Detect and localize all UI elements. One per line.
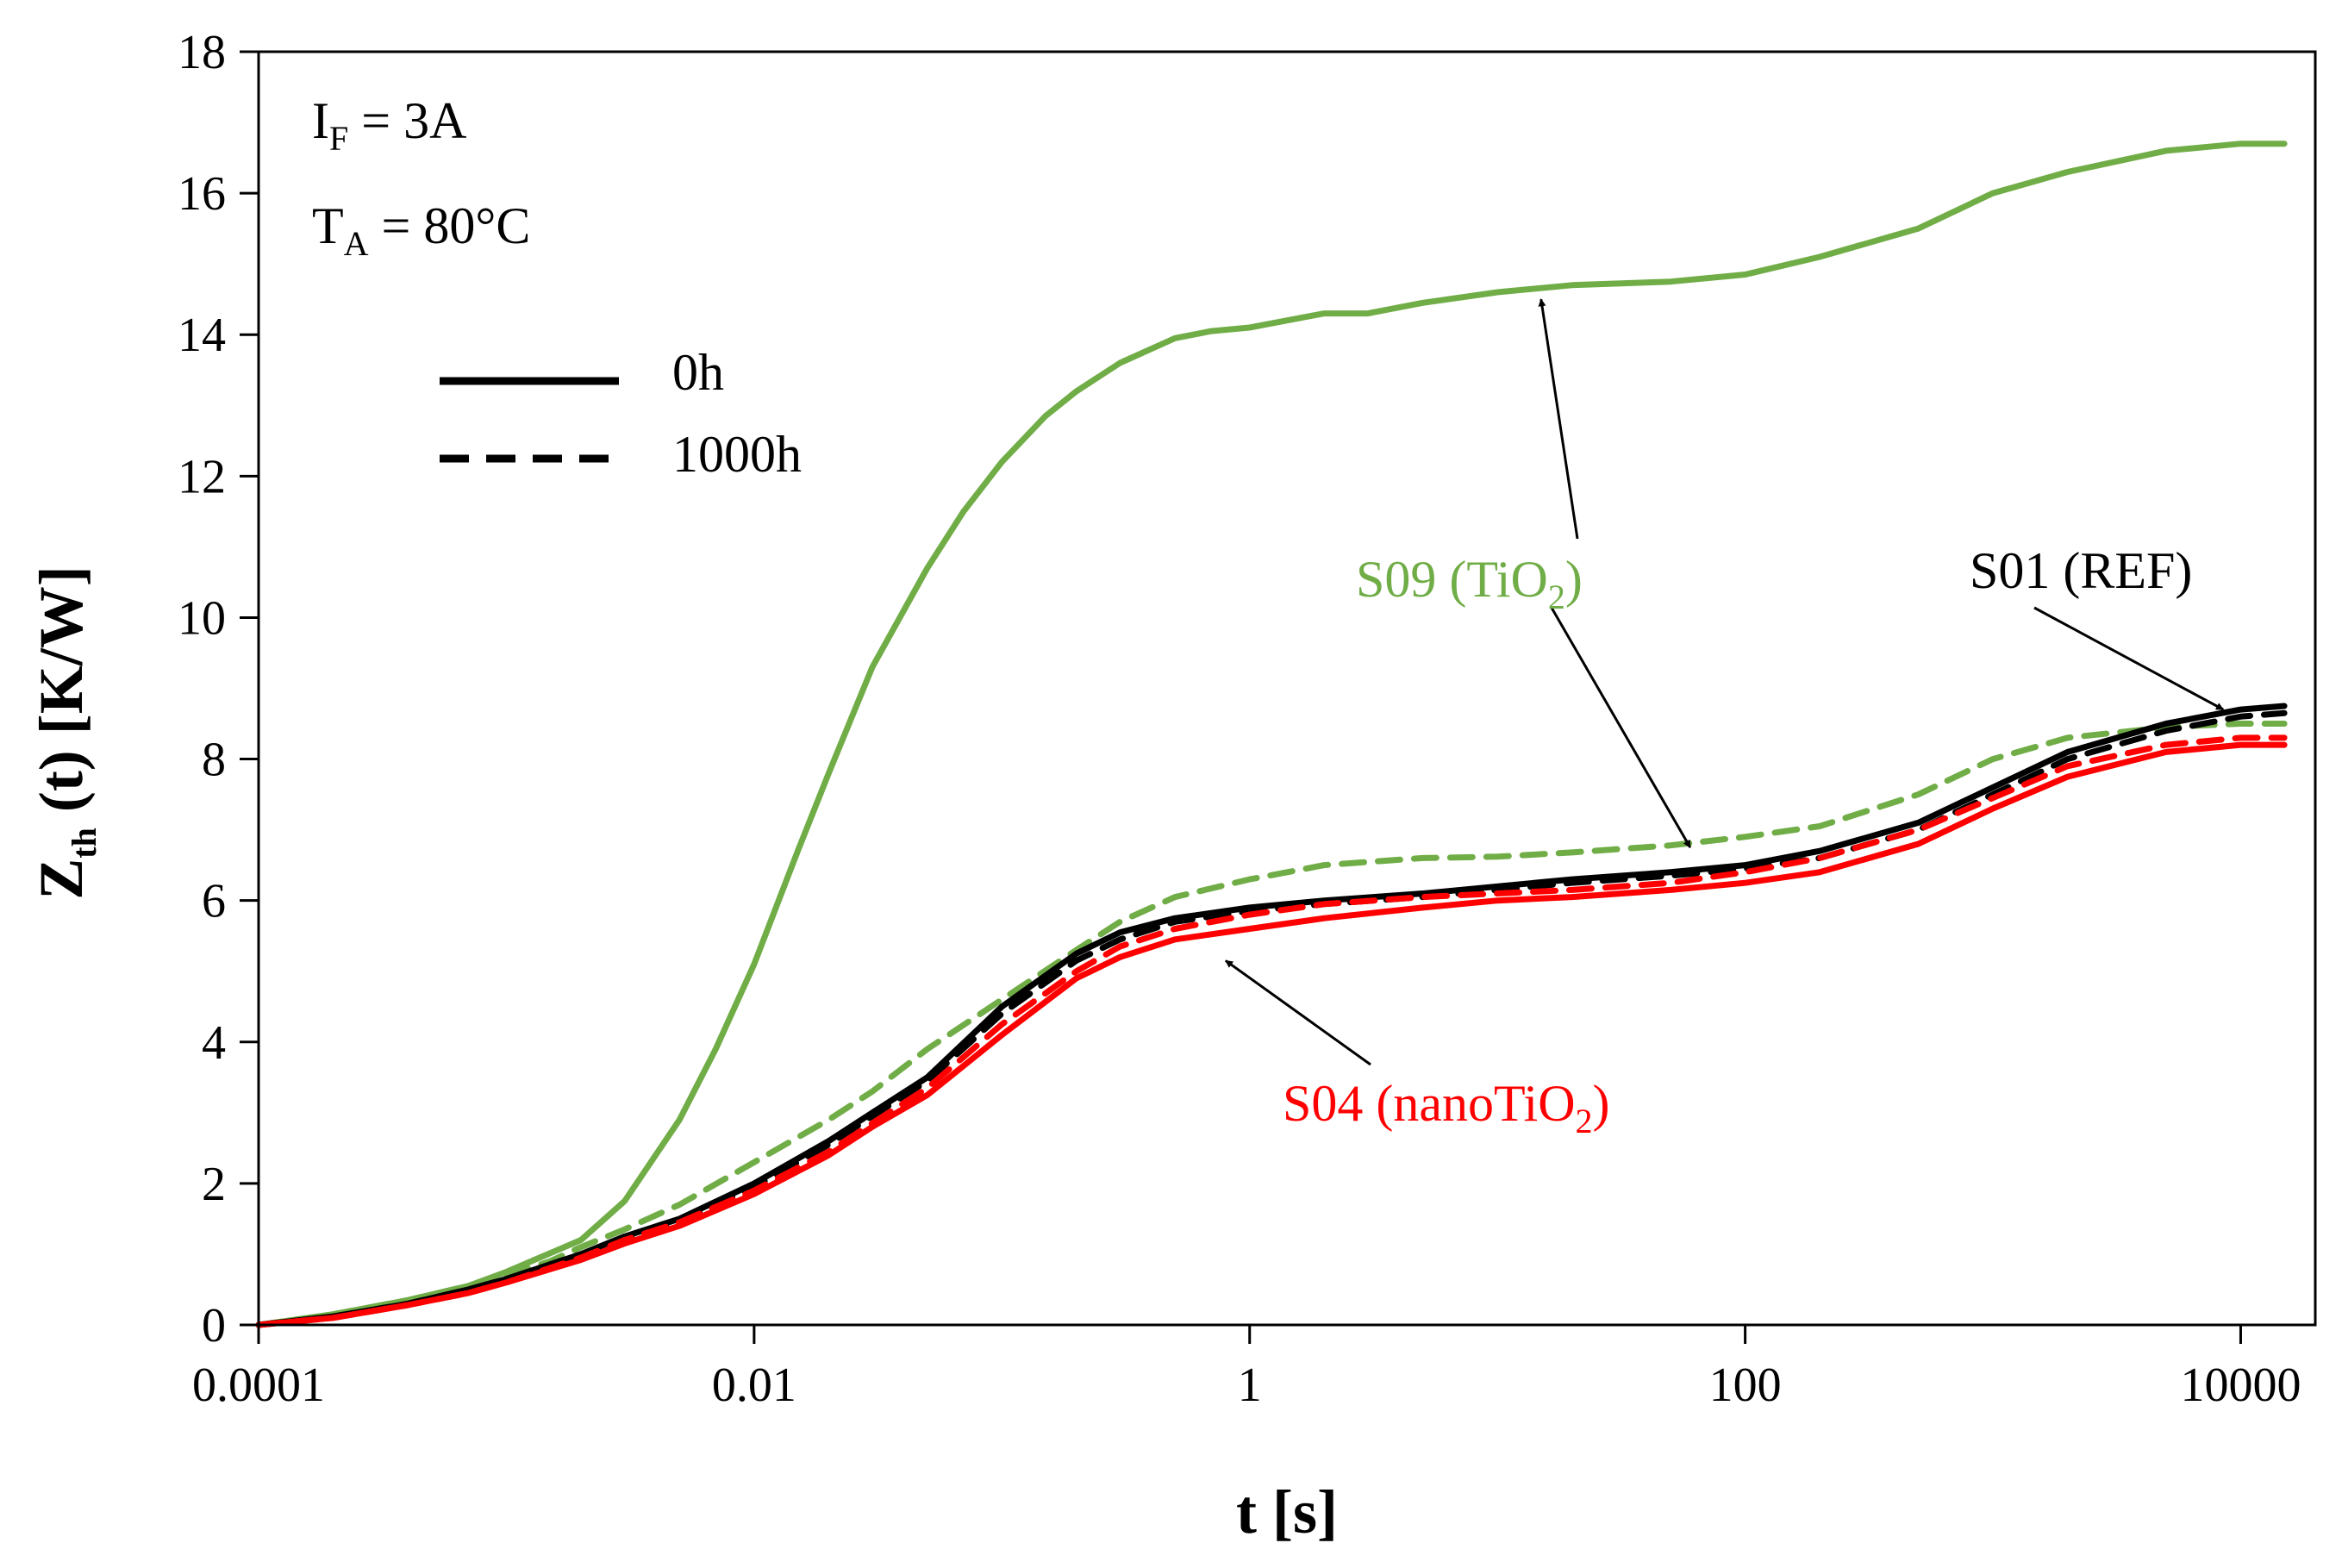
x-tick-label: 0.01 xyxy=(712,1359,796,1412)
y-axis-title-group: Zth (t) [K/W] xyxy=(27,565,103,900)
legend-label-1000h: 1000h xyxy=(672,426,802,483)
annotation-s01-ref: S01 (REF) xyxy=(1970,542,2192,599)
annotation-arrow xyxy=(1225,959,1371,1066)
condition-forward-current-main: I xyxy=(312,92,329,149)
y-tick-label: 8 xyxy=(202,734,226,787)
y-tick-label: 6 xyxy=(202,875,226,928)
arrows-layer xyxy=(1225,298,2224,1066)
annotation-s04-nanotio2: S04 (nanoTiO2) xyxy=(1283,1075,1610,1140)
series-line-0 xyxy=(255,141,2288,1328)
y-axis-title: Zth (t) [K/W] xyxy=(27,565,103,900)
ticks-layer: 0.0001 0.01 1 100 10000 0 2 4 6 8 10 12 14 16 18 xyxy=(178,26,2301,1412)
condition-forward-current: IF = 3A xyxy=(312,92,466,158)
legend: 0h 1000h xyxy=(440,344,802,483)
y-tick-label: 18 xyxy=(178,26,226,79)
annotation-arrow xyxy=(1550,607,1692,848)
series-line-2 xyxy=(255,703,2288,1328)
y-tick-label: 12 xyxy=(178,450,226,503)
annotation-s09-after: ) xyxy=(1565,551,1583,608)
condition-ambient-temperature: TA = 80°C xyxy=(312,197,530,263)
condition-ambient-temperature-rest: = 80°C xyxy=(369,197,531,254)
annotation-s09-sub: 2 xyxy=(1548,578,1565,616)
plot-frame xyxy=(257,50,2317,1327)
condition-forward-current-rest: = 3A xyxy=(348,92,466,149)
x-tick-label: 10000 xyxy=(2180,1359,2301,1412)
annotation-arrow xyxy=(2033,606,2224,711)
y-tick-label: 14 xyxy=(178,309,226,362)
y-tick-label: 0 xyxy=(202,1299,226,1352)
x-tick-label: 1 xyxy=(1238,1359,1262,1412)
annotation-s04-after: ) xyxy=(1593,1075,1610,1132)
y-axis-title-sub: th xyxy=(65,828,103,859)
y-axis-title-rest: (t) [K/W] xyxy=(27,565,96,828)
y-tick-label: 16 xyxy=(178,167,226,221)
annotation-s04-sub: 2 xyxy=(1576,1102,1593,1140)
y-tick-label: 10 xyxy=(178,591,226,645)
legend-label-0h: 0h xyxy=(672,344,724,401)
series-layer xyxy=(255,141,2288,1328)
x-axis-title: t [s] xyxy=(1236,1477,1338,1546)
y-axis-title-main: Z xyxy=(27,859,96,900)
condition-ambient-temperature-sub: A xyxy=(344,224,369,263)
annotation-s09-text: S09 (TiO xyxy=(1356,551,1548,608)
x-tick-label: 0.0001 xyxy=(192,1359,325,1412)
x-tick-label: 100 xyxy=(1709,1359,1782,1412)
series-line-5 xyxy=(255,734,2288,1328)
annotation-s04-text: S04 (nanoTiO xyxy=(1283,1075,1576,1132)
condition-forward-current-sub: F xyxy=(329,119,348,158)
condition-ambient-temperature-main: T xyxy=(312,197,344,254)
series-line-4 xyxy=(255,741,2288,1328)
y-tick-label: 2 xyxy=(202,1158,226,1211)
annotation-s09-tio2: S09 (TiO2) xyxy=(1356,551,1583,616)
annotation-arrow xyxy=(1538,298,1579,540)
y-tick-label: 4 xyxy=(202,1016,226,1070)
annotation-s01-text: S01 (REF) xyxy=(1970,542,2192,599)
